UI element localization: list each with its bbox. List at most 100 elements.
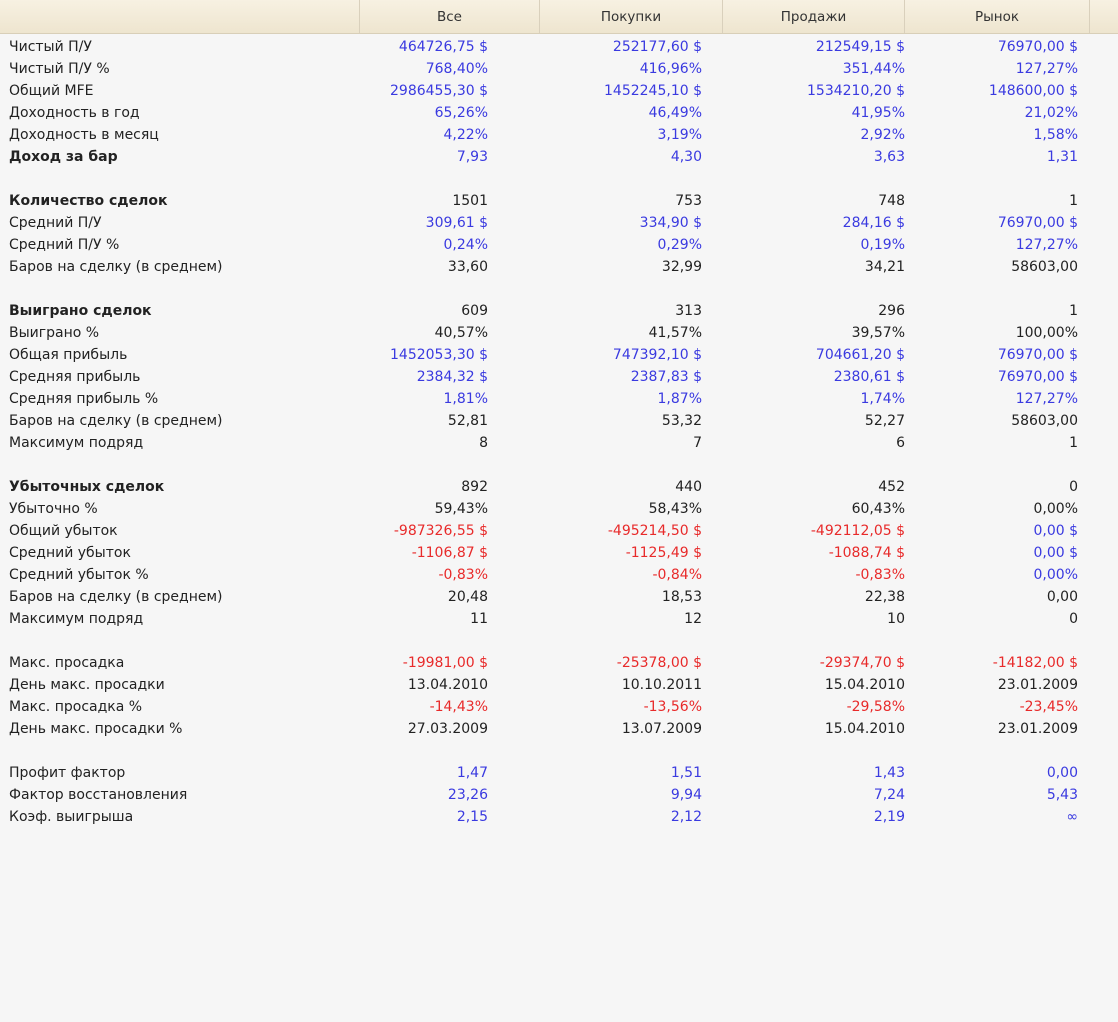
value-buys: 1,51	[670, 765, 702, 781]
row-label: Общая прибыль	[9, 347, 128, 363]
value-buys: 46,49%	[648, 105, 702, 121]
value-all: -19981,00 $	[402, 655, 488, 671]
value-sells: 22,38	[864, 589, 905, 605]
table-row: Баров на сделку (в среднем) 52,81 53,32 52,…	[0, 410, 1118, 432]
value-sells: 2,92%	[860, 127, 905, 143]
value-sells: 284,16 $	[842, 215, 905, 231]
value-sells: 39,57%	[851, 325, 905, 341]
row-label: Максимум подряд	[9, 611, 144, 627]
row-label: Макс. просадка %	[9, 699, 143, 715]
table-row: Чистый П/У % 768,40% 416,96% 351,44% 127,27%	[0, 58, 1118, 80]
value-all: 33,60	[447, 259, 488, 275]
value-buys: -495214,50 $	[607, 523, 702, 539]
value-buys: 1452245,10 $	[604, 83, 702, 99]
table-row: Коэф. выигрыша 2,15 2,12 2,19 ∞	[0, 806, 1118, 828]
value-market: 76970,00 $	[997, 347, 1078, 363]
value-buys: 32,99	[661, 259, 702, 275]
value-sells: 60,43%	[851, 501, 905, 517]
table-row: Макс. просадка -19981,00 $ -25378,00 $ -293…	[0, 652, 1118, 674]
table-row: Доходность в год 65,26% 46,49% 41,95% 21,02%	[0, 102, 1118, 124]
table-row: Фактор восстановления 23,26 9,94 7,24 5,43	[0, 784, 1118, 806]
value-all: -0,83%	[438, 567, 488, 583]
value-buys: -13,56%	[643, 699, 702, 715]
value-buys: 4,30	[670, 149, 702, 165]
value-sells: 2380,61 $	[833, 369, 905, 385]
table-row: Количество сделок 1501 753 748 1	[0, 190, 1118, 212]
value-market: 1,31	[1046, 149, 1078, 165]
value-market: 1	[1069, 193, 1078, 209]
value-all: 464726,75 $	[398, 39, 488, 55]
value-sells: 3,63	[873, 149, 905, 165]
value-sells: 704661,20 $	[815, 347, 905, 363]
value-market: 127,27%	[1015, 237, 1078, 253]
value-market: 0,00	[1046, 589, 1078, 605]
value-all: 11	[470, 611, 488, 627]
value-all: 13.04.2010	[407, 677, 488, 693]
row-label: Общий MFE	[9, 83, 94, 99]
table-row: День макс. просадки % 27.03.2009 13.07.200…	[0, 718, 1118, 740]
value-buys: 18,53	[661, 589, 702, 605]
value-buys: 313	[675, 303, 702, 319]
value-sells: 351,44%	[842, 61, 905, 77]
value-market: 21,02%	[1024, 105, 1078, 121]
value-all: 23,26	[447, 787, 488, 803]
value-sells: 1534210,20 $	[807, 83, 905, 99]
table-row: Средний убыток % -0,83% -0,84% -0,83% 0,00%	[0, 564, 1118, 586]
row-label: Чистый П/У %	[9, 61, 110, 77]
value-sells: 7,24	[873, 787, 905, 803]
value-buys: 7	[693, 435, 702, 451]
header-buys[interactable]: Покупки	[540, 0, 723, 33]
row-label: Средняя прибыль	[9, 369, 141, 385]
value-market: 58603,00	[1011, 413, 1078, 429]
row-label: Количество сделок	[9, 193, 168, 209]
value-buys: 3,19%	[657, 127, 702, 143]
value-all: 2,15	[456, 809, 488, 825]
value-market: 23.01.2009	[997, 677, 1078, 693]
table-row: День макс. просадки 13.04.2010 10.10.2011 1…	[0, 674, 1118, 696]
table-header: Все Покупки Продажи Рынок	[0, 0, 1118, 34]
header-market[interactable]: Рынок	[905, 0, 1090, 33]
value-market: ∞	[1066, 809, 1078, 825]
table-row: Общая прибыль 1452053,30 $ 747392,10 $ 7046…	[0, 344, 1118, 366]
value-sells: 1,74%	[860, 391, 905, 407]
header-all[interactable]: Все	[360, 0, 540, 33]
value-sells: 212549,15 $	[815, 39, 905, 55]
spacer-row	[0, 278, 1118, 300]
table-row: Средний П/У % 0,24% 0,29% 0,19% 127,27%	[0, 234, 1118, 256]
value-sells: 41,95%	[851, 105, 905, 121]
table-row: Доходность в месяц 4,22% 3,19% 2,92% 1,58%	[0, 124, 1118, 146]
row-label: Профит фактор	[9, 765, 126, 781]
row-label: Баров на сделку (в среднем)	[9, 413, 223, 429]
spacer-row	[0, 740, 1118, 762]
value-sells: 6	[896, 435, 905, 451]
row-label: Средний П/У %	[9, 237, 120, 253]
table-row: Баров на сделку (в среднем) 20,48 18,53 22,…	[0, 586, 1118, 608]
value-buys: -0,84%	[652, 567, 702, 583]
row-label: Доходность в год	[9, 105, 140, 121]
table-row: Профит фактор 1,47 1,51 1,43 0,00	[0, 762, 1118, 784]
table-row: Средний убыток -1106,87 $ -1125,49 $ -1088,…	[0, 542, 1118, 564]
value-sells: 15.04.2010	[824, 721, 905, 737]
row-label: Доходность в месяц	[9, 127, 159, 143]
value-buys: 58,43%	[648, 501, 702, 517]
table-row: Баров на сделку (в среднем) 33,60 32,99 34,…	[0, 256, 1118, 278]
value-sells: 10	[887, 611, 905, 627]
value-all: 40,57%	[434, 325, 488, 341]
value-buys: -1125,49 $	[625, 545, 702, 561]
row-label: Коэф. выигрыша	[9, 809, 134, 825]
spacer-row	[0, 630, 1118, 652]
value-market: 76970,00 $	[997, 215, 1078, 231]
value-sells: -0,83%	[855, 567, 905, 583]
header-sells[interactable]: Продажи	[723, 0, 905, 33]
value-buys: 753	[675, 193, 702, 209]
value-market: 0,00	[1046, 765, 1078, 781]
value-all: -1106,87 $	[411, 545, 488, 561]
row-label: Макс. просадка	[9, 655, 125, 671]
value-all: 8	[479, 435, 488, 451]
value-all: -987326,55 $	[393, 523, 488, 539]
table-row: Чистый П/У 464726,75 $ 252177,60 $ 212549,1…	[0, 36, 1118, 58]
value-buys: 334,90 $	[639, 215, 702, 231]
value-sells: 34,21	[864, 259, 905, 275]
value-sells: -492112,05 $	[810, 523, 905, 539]
table-row: Средняя прибыль 2384,32 $ 2387,83 $ 2380,61…	[0, 366, 1118, 388]
